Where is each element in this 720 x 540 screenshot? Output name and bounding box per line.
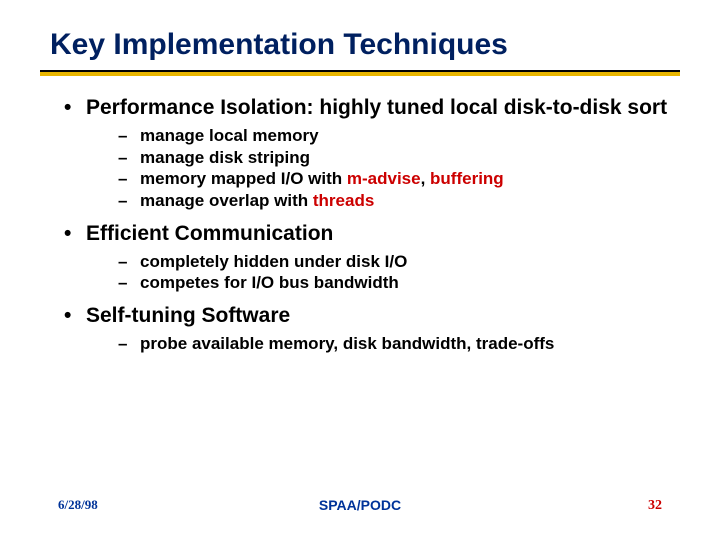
- sub-text: memory mapped I/O with m-advise, bufferi…: [140, 168, 670, 190]
- footer-date: 6/28/98: [58, 497, 98, 513]
- list-item: – competes for I/O bus bandwidth: [118, 272, 670, 294]
- dash-icon: –: [118, 251, 140, 273]
- bullet-self-tuning: • Self-tuning Software: [64, 304, 670, 329]
- divider-gold: [40, 72, 680, 76]
- list-item: – completely hidden under disk I/O: [118, 251, 670, 273]
- sublist-performance: – manage local memory – manage disk stri…: [118, 125, 670, 212]
- dash-icon: –: [118, 190, 140, 212]
- footer-page-number: 32: [648, 498, 662, 514]
- footer: 6/28/98 SPAA/PODC 32: [0, 497, 720, 514]
- bullet-efficient-communication: • Efficient Communication: [64, 222, 670, 247]
- sub-prefix: memory mapped I/O with: [140, 169, 347, 188]
- sub-prefix: manage overlap with: [140, 191, 313, 210]
- dash-icon: –: [118, 168, 140, 190]
- bullet-performance-isolation: • Performance Isolation: highly tuned lo…: [64, 96, 670, 121]
- list-item: – manage disk striping: [118, 147, 670, 169]
- sub-text: competes for I/O bus bandwidth: [140, 272, 670, 294]
- bullet-dot-icon: •: [64, 304, 86, 329]
- bullet-text: Self-tuning Software: [86, 304, 670, 329]
- dash-icon: –: [118, 333, 140, 355]
- footer-venue: SPAA/PODC: [319, 497, 401, 513]
- list-item: – manage overlap with threads: [118, 190, 670, 212]
- highlight-threads: threads: [313, 191, 374, 210]
- slide: Key Implementation Techniques • Performa…: [0, 0, 720, 540]
- sublist-communication: – completely hidden under disk I/O – com…: [118, 251, 670, 295]
- list-item: – probe available memory, disk bandwidth…: [118, 333, 670, 355]
- highlight-madvise: m-advise: [347, 169, 421, 188]
- dash-icon: –: [118, 272, 140, 294]
- list-item: – manage local memory: [118, 125, 670, 147]
- bullet-text: Performance Isolation: highly tuned loca…: [86, 96, 670, 121]
- content-area: • Performance Isolation: highly tuned lo…: [50, 96, 670, 355]
- dash-icon: –: [118, 125, 140, 147]
- bullet-dot-icon: •: [64, 222, 86, 247]
- sub-text: manage local memory: [140, 125, 670, 147]
- bullet-dot-icon: •: [64, 96, 86, 121]
- slide-title: Key Implementation Techniques: [50, 28, 670, 62]
- sub-text: manage disk striping: [140, 147, 670, 169]
- sublist-self-tuning: – probe available memory, disk bandwidth…: [118, 333, 670, 355]
- bullet-text: Efficient Communication: [86, 222, 670, 247]
- sub-text: probe available memory, disk bandwidth, …: [140, 333, 670, 355]
- sub-text: manage overlap with threads: [140, 190, 670, 212]
- highlight-buffering: buffering: [430, 169, 504, 188]
- dash-icon: –: [118, 147, 140, 169]
- list-item: – memory mapped I/O with m-advise, buffe…: [118, 168, 670, 190]
- sub-mid: ,: [421, 169, 430, 188]
- sub-text: completely hidden under disk I/O: [140, 251, 670, 273]
